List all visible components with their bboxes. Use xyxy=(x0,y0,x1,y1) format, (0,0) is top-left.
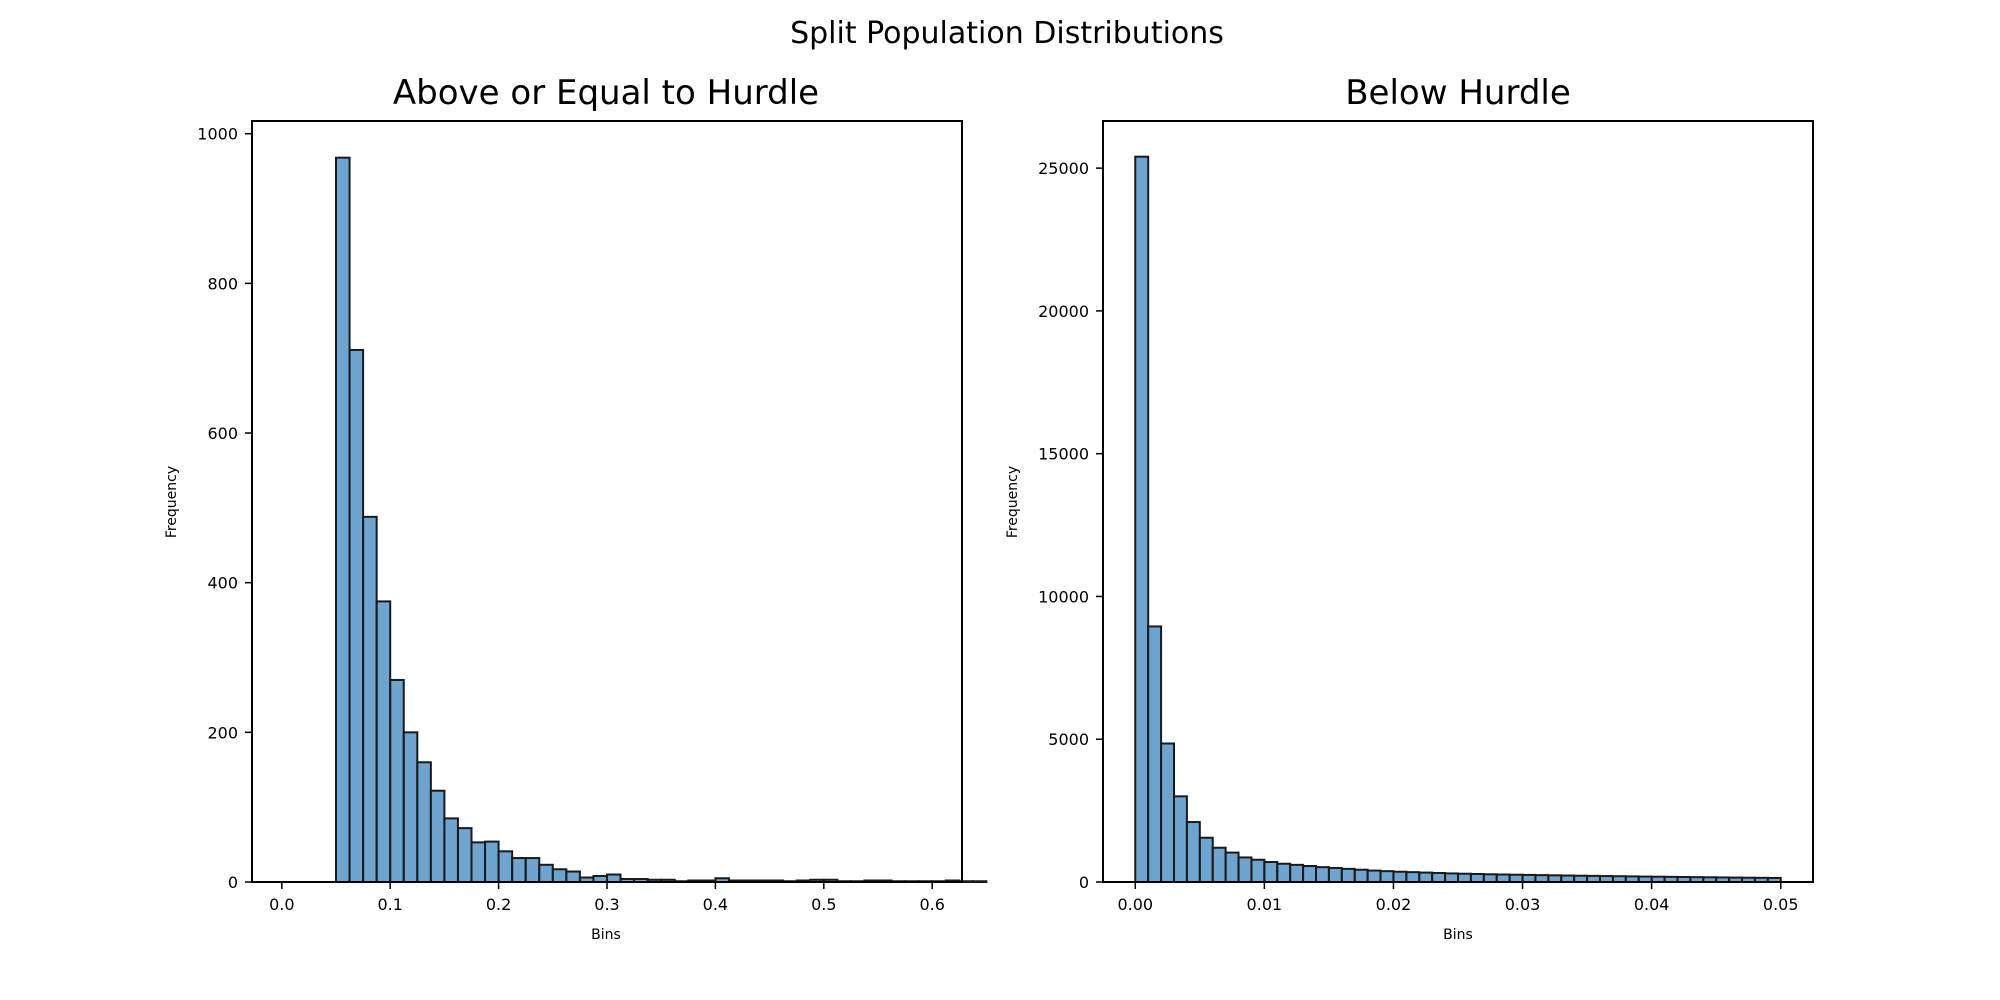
right-bar-6 xyxy=(1211,846,1227,883)
right-bar-9 xyxy=(1250,858,1266,883)
left-y-tick-label: 800 xyxy=(207,274,238,293)
right-x-axis-label: Bins xyxy=(1443,927,1473,943)
right-bar-32 xyxy=(1547,874,1563,884)
right-x-tick-label: 0.02 xyxy=(1376,895,1412,914)
right-bar-10 xyxy=(1263,861,1279,883)
right-bar-3 xyxy=(1173,795,1188,884)
right-bar-4 xyxy=(1185,821,1201,883)
left-y-tick-label: 0 xyxy=(228,873,238,892)
right-bar-28 xyxy=(1495,873,1511,883)
right-bar-8 xyxy=(1237,856,1253,883)
right-bar-29 xyxy=(1508,873,1524,883)
right-plot-frame xyxy=(1102,120,1814,883)
right-bar-7 xyxy=(1224,851,1240,884)
right-bar-12 xyxy=(1289,863,1305,884)
left-y-axis-label: Frequency xyxy=(164,466,180,538)
right-y-tick-label: 20000 xyxy=(1038,302,1089,321)
right-x-tick-label: 0.01 xyxy=(1247,895,1283,914)
left-bar-2 xyxy=(362,515,378,883)
left-bar-14 xyxy=(524,857,541,883)
right-bar-25 xyxy=(1457,872,1472,883)
right-bar-22 xyxy=(1418,871,1434,883)
right-bar-11 xyxy=(1276,862,1292,883)
right-bar-1 xyxy=(1147,625,1163,883)
right-bar-21 xyxy=(1405,871,1421,883)
left-histogram-panel: Above or Equal to Hurdle Bins Frequency … xyxy=(164,73,988,943)
right-bar-0 xyxy=(1134,155,1150,883)
left-x-tick-label: 0.3 xyxy=(594,895,619,914)
right-bar-18 xyxy=(1366,869,1382,884)
right-bar-23 xyxy=(1431,872,1447,883)
left-x-tick-label: 0.2 xyxy=(486,895,511,914)
left-bar-3 xyxy=(375,600,392,883)
left-bar-20 xyxy=(606,873,622,884)
left-bar-47 xyxy=(971,880,988,883)
right-bar-16 xyxy=(1340,867,1356,884)
right-bar-5 xyxy=(1198,836,1214,883)
left-bar-10 xyxy=(470,841,487,883)
left-bar-8 xyxy=(443,817,459,883)
left-bar-15 xyxy=(538,863,554,883)
right-x-tick-label: 0.04 xyxy=(1634,895,1670,914)
left-bar-13 xyxy=(511,857,527,883)
left-x-tick-label: 0.4 xyxy=(703,895,728,914)
left-x-tick-label: 0.0 xyxy=(269,895,294,914)
right-y-tick-label: 0 xyxy=(1079,873,1089,892)
right-bar-2 xyxy=(1160,742,1176,884)
left-bar-4 xyxy=(389,678,405,883)
left-y-tick-label: 400 xyxy=(207,574,238,593)
left-x-tick-label: 0.5 xyxy=(811,895,836,914)
right-histogram-panel: Below Hurdle Bins Frequency 0.00 0.01 0.02… xyxy=(1005,73,1814,943)
right-y-tick-label: 25000 xyxy=(1038,159,1089,178)
right-bar-30 xyxy=(1521,873,1537,883)
left-bar-9 xyxy=(456,827,473,884)
left-bar-16 xyxy=(551,868,568,883)
left-x-tick-label: 0.6 xyxy=(919,895,944,914)
left-bar-11 xyxy=(484,840,500,883)
right-bar-26 xyxy=(1469,873,1485,884)
left-chart-title: Above or Equal to Hurdle xyxy=(393,73,819,113)
right-x-ticks: 0.00 0.01 0.02 0.03 0.04 0.05 xyxy=(1117,882,1799,914)
left-bar-0 xyxy=(335,156,351,883)
right-x-tick-label: 0.00 xyxy=(1117,895,1153,914)
right-x-tick-label: 0.05 xyxy=(1763,895,1799,914)
left-bar-5 xyxy=(402,731,419,884)
right-y-axis-label: Frequency xyxy=(1005,466,1021,538)
right-bar-14 xyxy=(1315,866,1330,884)
right-y-ticks: 0 5000 10000 15000 20000 25000 xyxy=(1038,159,1103,892)
right-bar-27 xyxy=(1482,873,1498,883)
figure-title: Split Population Distributions xyxy=(790,16,1224,51)
left-y-tick-label: 600 xyxy=(207,424,238,443)
right-y-tick-label: 5000 xyxy=(1048,730,1089,749)
left-bars xyxy=(335,156,988,884)
right-bar-31 xyxy=(1534,874,1550,884)
left-y-ticks: 0 200 400 600 800 1000 xyxy=(197,125,252,892)
left-x-ticks: 0.0 0.1 0.2 0.3 0.4 0.5 0.6 xyxy=(269,882,945,914)
right-bar-24 xyxy=(1444,872,1460,884)
right-bars xyxy=(1134,155,1782,884)
left-y-tick-label: 1000 xyxy=(197,125,238,144)
right-x-tick-label: 0.03 xyxy=(1505,895,1541,914)
right-y-tick-label: 10000 xyxy=(1038,587,1089,606)
right-bar-13 xyxy=(1302,865,1318,884)
left-bar-6 xyxy=(416,761,432,884)
right-y-tick-label: 15000 xyxy=(1038,445,1089,464)
left-x-axis-label: Bins xyxy=(591,927,621,943)
right-bar-20 xyxy=(1392,870,1408,884)
left-y-tick-label: 200 xyxy=(207,723,238,742)
right-bar-15 xyxy=(1327,867,1343,883)
left-bar-7 xyxy=(429,789,446,884)
right-bar-17 xyxy=(1353,868,1369,883)
right-chart-title: Below Hurdle xyxy=(1345,73,1571,113)
left-bar-1 xyxy=(348,348,365,883)
left-plot-frame xyxy=(251,120,963,883)
left-x-tick-label: 0.1 xyxy=(377,895,402,914)
left-bar-12 xyxy=(497,850,514,884)
left-bar-17 xyxy=(565,870,581,884)
right-bar-19 xyxy=(1379,870,1395,884)
